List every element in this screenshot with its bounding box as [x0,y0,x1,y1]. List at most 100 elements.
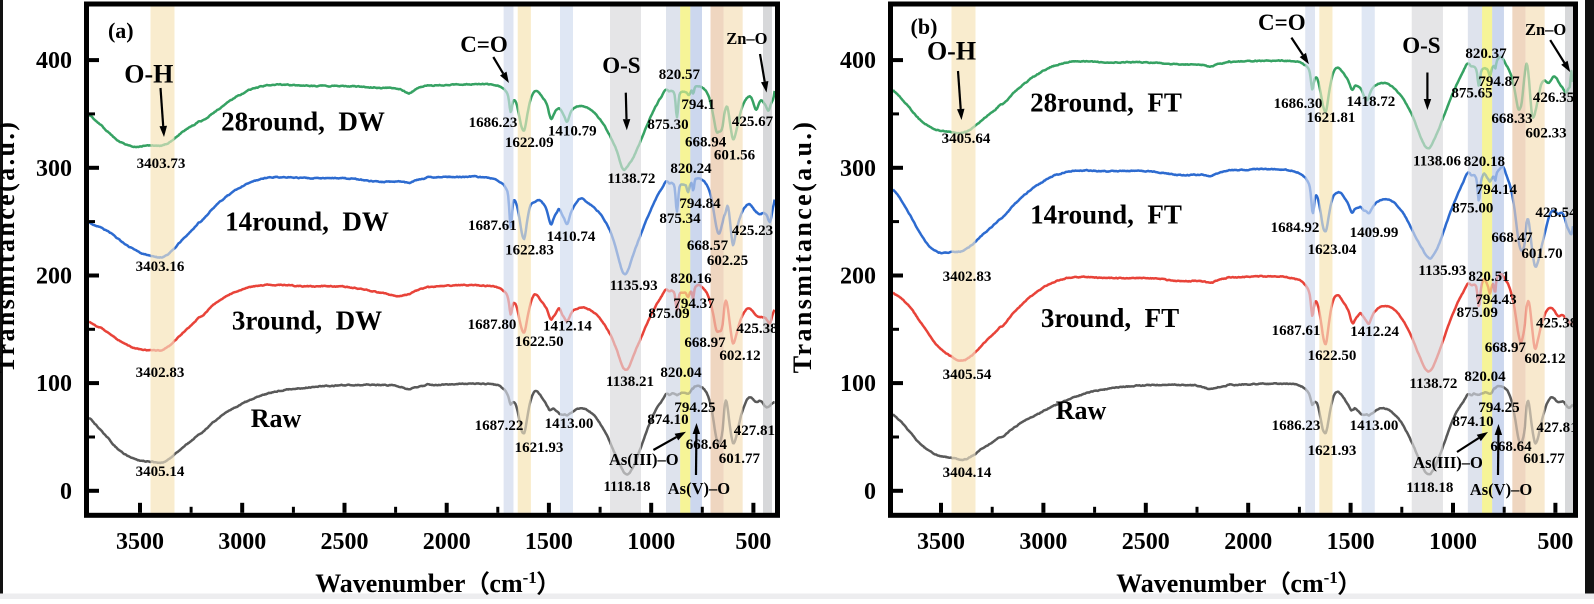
svg-text:1623.04: 1623.04 [1308,242,1357,258]
svg-text:3402.83: 3402.83 [136,365,185,381]
svg-text:1412.14: 1412.14 [543,319,592,335]
svg-text:1622.50: 1622.50 [1308,348,1357,364]
svg-text:1686.23: 1686.23 [469,115,518,131]
svg-text:1621.93: 1621.93 [515,440,564,456]
svg-text:602.25: 602.25 [707,253,748,269]
svg-text:3405.54: 3405.54 [943,367,992,383]
svg-text:820.37: 820.37 [1465,46,1507,62]
svg-text:O-H: O-H [927,37,976,66]
svg-text:794.1: 794.1 [681,97,715,113]
svg-text:Raw: Raw [1056,396,1107,425]
svg-text:1621.81: 1621.81 [1307,110,1356,126]
svg-text:Raw: Raw [251,404,302,433]
svg-text:1500: 1500 [525,529,573,555]
svg-text:1138.21: 1138.21 [606,374,654,390]
svg-text:1138.06: 1138.06 [1413,153,1461,169]
svg-text:794.37: 794.37 [673,296,715,312]
svg-text:3500: 3500 [917,529,965,555]
svg-text:1118.18: 1118.18 [603,479,650,495]
svg-text:1412.24: 1412.24 [1350,324,1399,340]
svg-text:3405.64: 3405.64 [942,131,991,147]
svg-text:425.38: 425.38 [1536,315,1577,331]
svg-text:3000: 3000 [1019,529,1067,555]
svg-text:(b): (b) [911,14,938,39]
svg-text:423.54: 423.54 [1535,205,1577,221]
svg-text:28round, FT: 28round, FT [1030,88,1182,118]
svg-text:820.18: 820.18 [1464,154,1505,170]
svg-text:200: 200 [36,264,72,290]
svg-text:820.57: 820.57 [659,67,701,83]
svg-text:1118.18: 1118.18 [1406,480,1453,496]
svg-text:794.25: 794.25 [1478,400,1519,416]
svg-text:3404.14: 3404.14 [943,465,992,481]
svg-text:As(V)–O: As(V)–O [1470,480,1532,499]
svg-text:As(III)–O: As(III)–O [609,450,679,469]
svg-text:14round, DW: 14round, DW [225,206,389,236]
svg-text:1621.93: 1621.93 [1308,443,1357,459]
svg-text:C=O: C=O [460,32,508,57]
svg-text:100: 100 [840,371,876,397]
svg-text:(a): (a) [108,18,134,43]
svg-text:1687.80: 1687.80 [468,317,517,333]
svg-text:1138.72: 1138.72 [1409,376,1457,392]
svg-text:400: 400 [840,48,876,74]
svg-text:1687.61: 1687.61 [468,218,517,234]
svg-text:820.16: 820.16 [670,271,712,287]
svg-text:1687.61: 1687.61 [1272,323,1321,339]
svg-text:3round, DW: 3round, DW [232,305,382,335]
svg-text:O-S: O-S [1402,33,1440,58]
svg-text:0: 0 [864,479,876,505]
svg-text:200: 200 [840,264,876,290]
svg-text:1138.72: 1138.72 [607,171,655,187]
svg-text:425.38: 425.38 [736,321,777,337]
svg-text:Zn–O: Zn–O [1525,20,1566,39]
svg-text:0: 0 [60,479,72,505]
svg-text:1410.74: 1410.74 [547,229,596,245]
svg-text:1135.93: 1135.93 [610,278,658,294]
svg-text:875.00: 875.00 [1452,200,1493,216]
svg-text:601.56: 601.56 [714,147,756,163]
svg-text:1000: 1000 [627,529,675,555]
svg-text:500: 500 [1537,529,1573,555]
svg-text:426.35: 426.35 [1533,90,1574,106]
svg-text:2000: 2000 [1224,529,1272,555]
svg-text:100: 100 [36,371,72,397]
svg-text:3000: 3000 [218,529,266,555]
svg-text:Transmitance(a.u.): Transmitance(a.u.) [0,120,20,374]
svg-text:820.51: 820.51 [1468,269,1509,285]
svg-text:875.30: 875.30 [647,117,688,133]
svg-text:2500: 2500 [1122,529,1170,555]
svg-text:427.81: 427.81 [734,423,775,439]
svg-text:1500: 1500 [1327,529,1375,555]
svg-text:As(V)–O: As(V)–O [668,479,730,498]
svg-text:1413.00: 1413.00 [545,416,594,432]
svg-text:28round, DW: 28round, DW [221,106,385,136]
svg-text:425.67: 425.67 [732,114,774,130]
svg-text:C=O: C=O [1258,10,1306,35]
svg-text:2000: 2000 [423,529,471,555]
svg-text:820.24: 820.24 [670,161,712,177]
svg-text:1622.09: 1622.09 [505,135,554,151]
svg-text:1409.99: 1409.99 [1350,225,1399,241]
svg-text:300: 300 [36,156,72,182]
svg-text:668.97: 668.97 [1485,340,1527,356]
svg-text:820.04: 820.04 [1464,369,1506,385]
svg-text:400: 400 [36,48,72,74]
svg-text:1622.50: 1622.50 [515,334,564,350]
svg-text:300: 300 [840,156,876,182]
svg-text:601.70: 601.70 [1521,246,1562,262]
svg-text:601.77: 601.77 [719,451,761,467]
svg-text:3403.73: 3403.73 [137,156,186,172]
svg-text:14round, FT: 14round, FT [1030,199,1182,229]
svg-text:3round, FT: 3round, FT [1041,303,1179,333]
svg-text:As(III)–O: As(III)–O [1413,453,1483,472]
svg-text:3403.16: 3403.16 [136,259,185,275]
svg-text:1687.22: 1687.22 [475,418,524,434]
svg-text:427.81: 427.81 [1536,420,1577,436]
svg-text:602.33: 602.33 [1525,125,1566,141]
svg-text:425.23: 425.23 [732,223,773,239]
svg-text:602.12: 602.12 [719,348,760,364]
svg-text:500: 500 [735,529,771,555]
svg-text:794.14: 794.14 [1476,182,1518,198]
svg-text:875.65: 875.65 [1451,86,1492,102]
